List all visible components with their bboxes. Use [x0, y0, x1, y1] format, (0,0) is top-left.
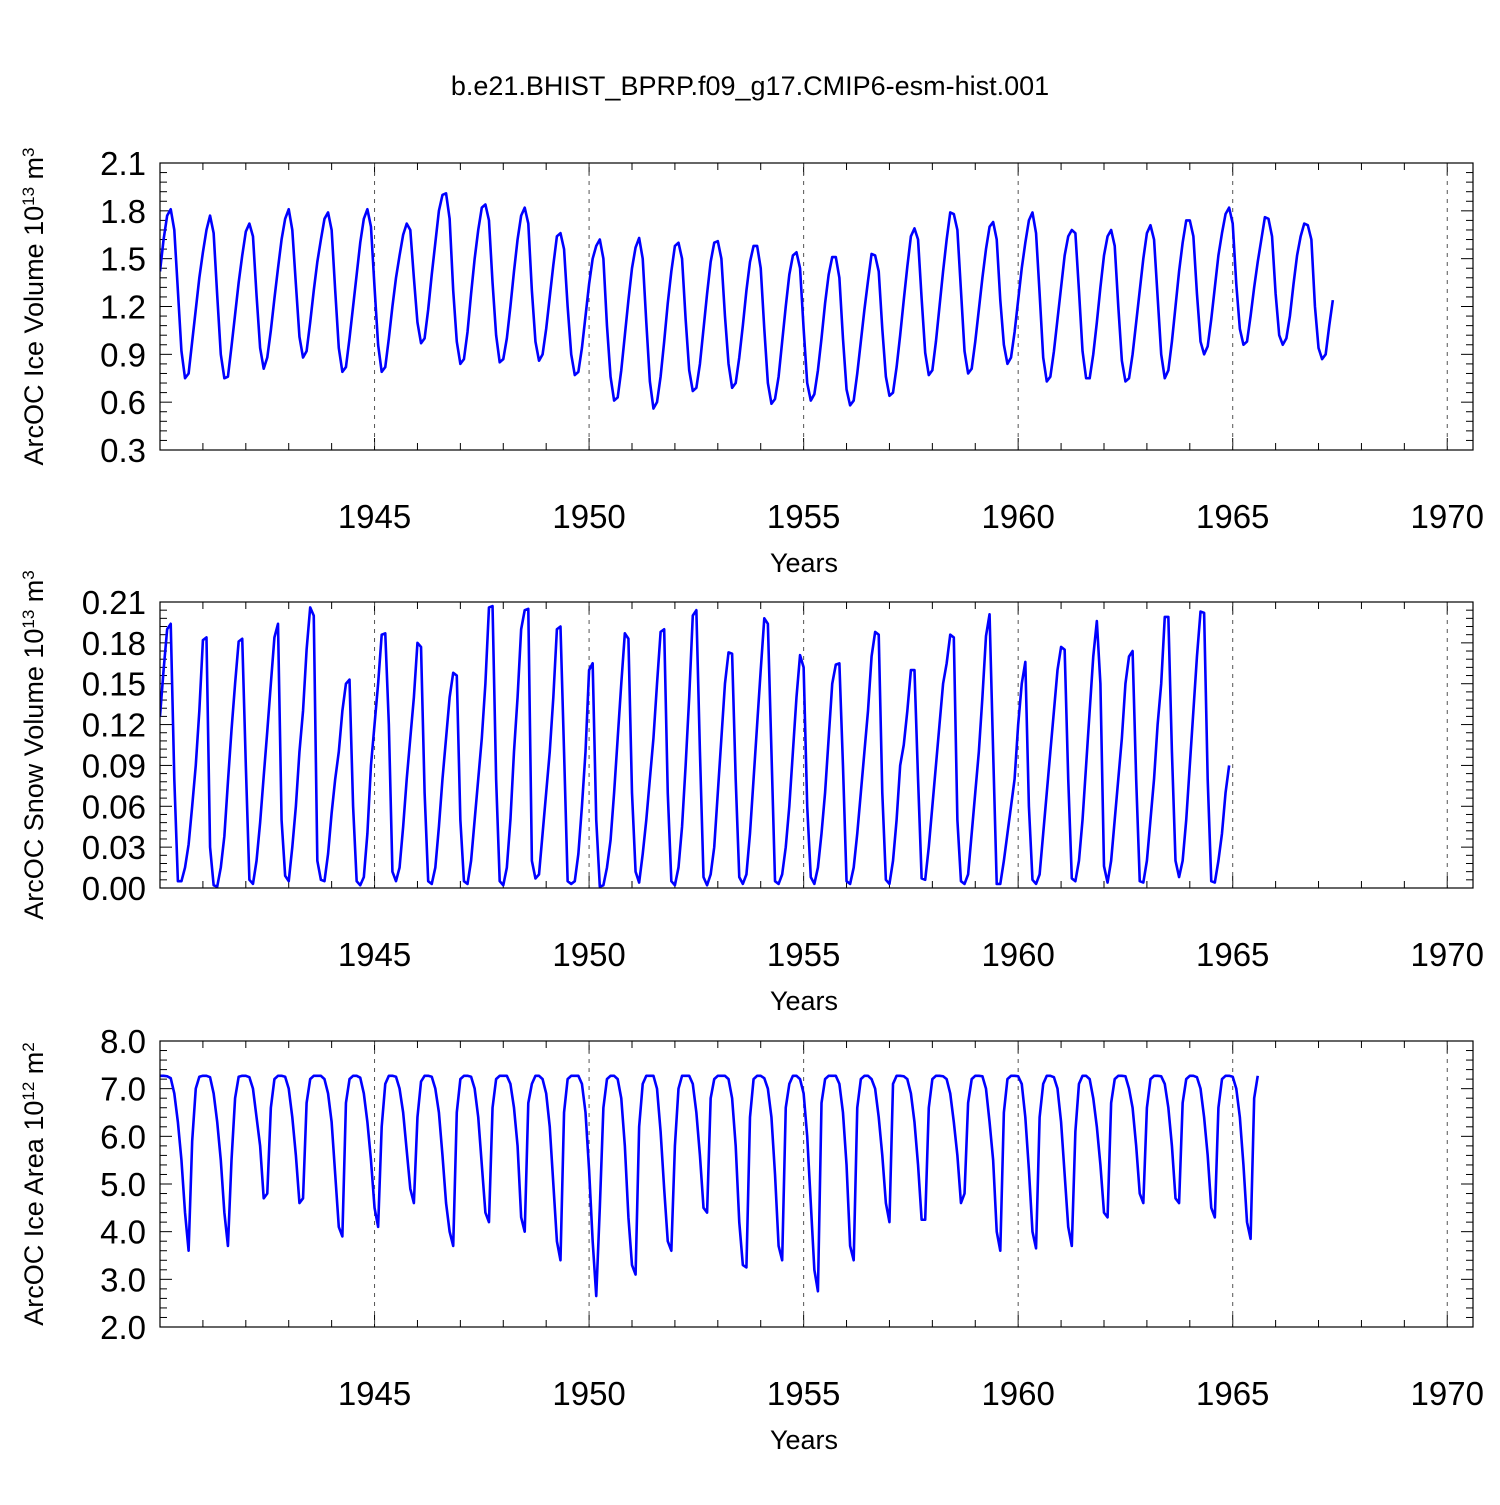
y-axis-label-superscript: 3: [19, 147, 38, 156]
x-tick-label: 1970: [1411, 498, 1484, 535]
panel-snow-volume: 0.00 0.03 0.06 0.090.12 0.15 0.18 0.21 1945 1950…: [19, 570, 1484, 1016]
y-tick-label: 5.0: [100, 1166, 146, 1203]
x-tick-label: 1945: [338, 498, 411, 535]
y-axis-label-superscript: 2: [19, 1042, 38, 1051]
series-line-ice-volume: [160, 191, 1335, 410]
y-tick-label: 0.09: [82, 747, 146, 784]
y-axis-label-superscript: 12: [19, 1082, 38, 1101]
x-tick-label: 1960: [981, 1375, 1054, 1412]
y-axis-label: ArcOC Ice Volume 1013 m3: [19, 147, 49, 465]
y-axis-label-superscript: 3: [19, 570, 38, 579]
series-line-ice-area: [160, 1074, 1260, 1298]
x-tick-label: 1950: [552, 498, 625, 535]
figure-title: b.e21.BHIST_BPRP.f09_g17.CMIP6-esm-hist.…: [451, 71, 1049, 101]
y-tick-label: 0.12: [82, 707, 146, 744]
x-tick-label: 1970: [1411, 1375, 1484, 1412]
y-tick-label: 2.0: [100, 1309, 146, 1346]
x-tick-label: 1950: [552, 936, 625, 973]
x-tick-label: 1945: [338, 936, 411, 973]
x-axis-label: Years: [770, 548, 838, 578]
y-tick-label: 1.8: [100, 193, 146, 230]
y-tick-label: 0.9: [100, 336, 146, 373]
y-axis-label-part: ArcOC Ice Area 10: [19, 1101, 49, 1326]
y-axis-label-superscript: 13: [19, 187, 38, 206]
y-tick-label: 1.2: [100, 289, 146, 326]
panel-ice-area: 2.0 3.0 4.0 5.0 6.0 7.0 8.0 1945 1950 1955 1960 196…: [19, 1023, 1484, 1455]
x-tick-label: 1955: [767, 936, 840, 973]
y-tick-label: 8.0: [100, 1023, 146, 1060]
y-tick-label: 4.0: [100, 1214, 146, 1251]
y-tick-label: 7.0: [100, 1071, 146, 1108]
y-axis-label-superscript: 13: [19, 610, 38, 629]
series-line-snow-volume: [160, 604, 1231, 888]
y-tick-label: 0.03: [82, 829, 146, 866]
y-tick-label: 0.3: [100, 432, 146, 469]
x-tick-label: 1970: [1411, 936, 1484, 973]
plot-frame: [159, 162, 1474, 451]
x-tick-label: 1965: [1196, 936, 1269, 973]
panel-ice-volume: 0.3 0.6 0.9 1.2 1.5 1.8 2.1 1945 1950 1955 1960 196…: [19, 145, 1484, 578]
y-tick-label: 0.21: [82, 584, 146, 621]
x-axis-label: Years: [770, 1425, 838, 1455]
plot-frame: [159, 601, 1474, 889]
y-axis-label-part: ArcOC Ice Volume 10: [19, 206, 49, 466]
y-axis-label-part: ArcOC Snow Volume 10: [19, 629, 49, 920]
y-tick-label: 0.6: [100, 384, 146, 421]
y-axis-label-part: m: [19, 157, 49, 187]
plot-frame: [159, 1040, 1474, 1328]
y-tick-label: 0.18: [82, 625, 146, 662]
x-tick-label: 1965: [1196, 1375, 1269, 1412]
x-tick-label: 1960: [981, 936, 1054, 973]
y-axis-label: ArcOC Snow Volume 1013 m3: [19, 570, 49, 920]
y-tick-label: 1.5: [100, 241, 146, 278]
y-axis-label: ArcOC Ice Area 1012 m2: [19, 1042, 49, 1326]
y-tick-label: 6.0: [100, 1118, 146, 1155]
y-tick-label: 0.15: [82, 666, 146, 703]
y-axis-label-part: m: [19, 1052, 49, 1082]
x-tick-label: 1955: [767, 1375, 840, 1412]
y-tick-label: 3.0: [100, 1261, 146, 1298]
x-tick-label: 1965: [1196, 498, 1269, 535]
y-tick-label: 2.1: [100, 145, 146, 182]
x-tick-label: 1945: [338, 1375, 411, 1412]
x-tick-label: 1950: [552, 1375, 625, 1412]
y-tick-label: 0.00: [82, 870, 146, 907]
y-tick-label: 0.06: [82, 788, 146, 825]
y-axis-label-part: m: [19, 580, 49, 610]
x-tick-label: 1960: [981, 498, 1054, 535]
x-axis-label: Years: [770, 986, 838, 1016]
x-tick-label: 1955: [767, 498, 840, 535]
